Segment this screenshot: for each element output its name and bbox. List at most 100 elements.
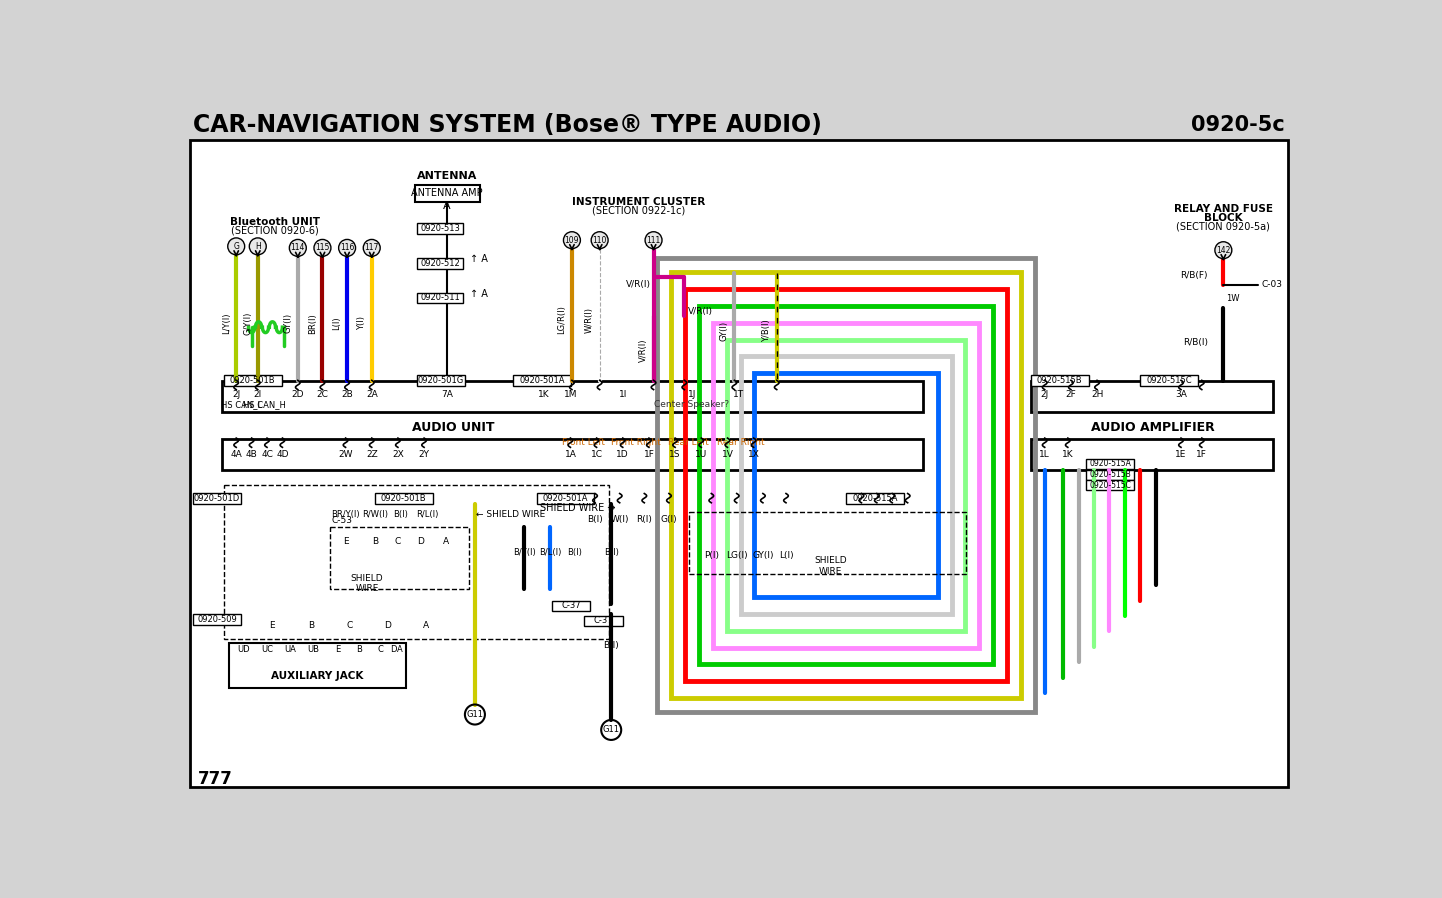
- Text: GY(I): GY(I): [753, 551, 774, 560]
- Circle shape: [249, 238, 267, 255]
- Bar: [222, 439, 923, 470]
- Text: V/R(I): V/R(I): [688, 307, 714, 316]
- Text: D: D: [385, 621, 391, 629]
- Text: 1X: 1X: [748, 450, 760, 459]
- Text: B/Y(I): B/Y(I): [513, 549, 535, 558]
- Bar: [1086, 480, 1133, 490]
- Text: B(I): B(I): [603, 640, 619, 650]
- Text: R/L(I): R/L(I): [415, 510, 438, 519]
- Bar: [689, 512, 966, 574]
- Text: 110: 110: [593, 235, 607, 244]
- Circle shape: [339, 240, 356, 256]
- Text: C: C: [395, 537, 401, 546]
- Text: LG(I): LG(I): [725, 551, 747, 560]
- Text: ANTENNA: ANTENNA: [417, 171, 477, 180]
- Text: 2J: 2J: [1041, 391, 1048, 400]
- Text: 115: 115: [316, 243, 330, 252]
- Text: 7A: 7A: [441, 391, 453, 400]
- Text: E: E: [343, 537, 349, 546]
- Text: UB: UB: [307, 645, 319, 654]
- Text: 0920-515C: 0920-515C: [1146, 376, 1193, 385]
- Text: P(I): P(I): [704, 551, 718, 560]
- Text: SHIELD
WIRE: SHIELD WIRE: [350, 574, 384, 594]
- Text: 1D: 1D: [616, 450, 629, 459]
- Text: GY(I): GY(I): [720, 321, 728, 341]
- Text: AUXILIARY JACK: AUXILIARY JACK: [271, 671, 363, 681]
- Text: 116: 116: [340, 243, 355, 252]
- Text: RELAY AND FUSE: RELAY AND FUSE: [1174, 205, 1273, 215]
- Text: E: E: [270, 621, 275, 629]
- Text: A: A: [424, 621, 430, 629]
- Text: 3A: 3A: [1175, 391, 1187, 400]
- Circle shape: [314, 240, 330, 256]
- Text: 111: 111: [646, 235, 660, 244]
- Text: 109: 109: [565, 235, 580, 244]
- Text: C-03: C-03: [1262, 280, 1283, 289]
- Circle shape: [290, 240, 306, 256]
- Text: 114: 114: [291, 243, 306, 252]
- Text: ← SHIELD WIRE: ← SHIELD WIRE: [476, 510, 545, 519]
- Text: Front Left: Front Left: [562, 438, 606, 447]
- Text: 117: 117: [365, 243, 379, 252]
- Bar: [417, 258, 463, 269]
- Text: 0920-515A: 0920-515A: [852, 494, 898, 503]
- Bar: [672, 272, 1021, 699]
- Bar: [415, 185, 480, 202]
- Text: 0920-509: 0920-509: [198, 615, 236, 624]
- Text: 4B: 4B: [245, 450, 258, 459]
- Text: ↑ A: ↑ A: [470, 289, 489, 299]
- Bar: [417, 224, 463, 234]
- Text: UD: UD: [238, 645, 251, 654]
- Text: R/W(I): R/W(I): [362, 510, 388, 519]
- Text: A: A: [443, 201, 451, 211]
- Text: 0920-501G: 0920-501G: [418, 376, 464, 385]
- Text: 0920-501B: 0920-501B: [229, 376, 275, 385]
- Circle shape: [645, 232, 662, 249]
- Text: 0920-515C: 0920-515C: [1089, 481, 1131, 490]
- Text: Y(I): Y(I): [358, 316, 366, 330]
- Text: 0920-501A: 0920-501A: [542, 494, 588, 503]
- Text: C: C: [346, 621, 352, 629]
- Bar: [330, 527, 469, 589]
- Text: 1J: 1J: [688, 391, 696, 400]
- Text: G: G: [234, 242, 239, 251]
- Text: 1C: 1C: [591, 450, 603, 459]
- Text: (SECTION 0920-6): (SECTION 0920-6): [231, 226, 319, 236]
- Bar: [741, 357, 952, 613]
- Text: 0920-501B: 0920-501B: [381, 494, 427, 503]
- Bar: [417, 375, 464, 386]
- Text: G/Y(I): G/Y(I): [244, 312, 252, 335]
- Text: 0920-501D: 0920-501D: [193, 494, 239, 503]
- Text: UA: UA: [284, 645, 296, 654]
- Text: 0920-512: 0920-512: [421, 259, 460, 268]
- Text: 2J: 2J: [232, 391, 241, 400]
- Text: 2D: 2D: [291, 391, 304, 400]
- Text: E: E: [335, 645, 340, 654]
- Bar: [193, 493, 241, 504]
- Bar: [417, 293, 463, 304]
- Text: C: C: [378, 645, 384, 654]
- Text: C-53: C-53: [332, 516, 353, 525]
- Text: A: A: [397, 645, 402, 654]
- Text: GY(I): GY(I): [283, 313, 293, 333]
- Text: Y/B(I): Y/B(I): [763, 320, 771, 342]
- Text: D: D: [389, 645, 397, 654]
- Text: ANTENNA AMP: ANTENNA AMP: [411, 189, 483, 198]
- Text: L(I): L(I): [333, 317, 342, 330]
- Text: 2B: 2B: [342, 391, 353, 400]
- Text: A: A: [443, 537, 448, 546]
- Text: LG/R(I): LG/R(I): [558, 305, 567, 334]
- Text: G11: G11: [603, 726, 620, 735]
- Bar: [224, 485, 609, 639]
- Text: HS CAN_H: HS CAN_H: [244, 400, 286, 409]
- Text: L(I): L(I): [779, 551, 793, 560]
- Text: ↑ A: ↑ A: [470, 254, 489, 264]
- Text: B(I): B(I): [568, 549, 583, 558]
- Text: 2X: 2X: [392, 450, 404, 459]
- Text: 2W: 2W: [339, 450, 353, 459]
- Text: D: D: [418, 537, 424, 546]
- Text: 0920-515B: 0920-515B: [1089, 471, 1131, 480]
- Text: H: H: [255, 242, 261, 251]
- Text: HS CAN_L: HS CAN_L: [221, 400, 262, 409]
- Bar: [1031, 381, 1273, 412]
